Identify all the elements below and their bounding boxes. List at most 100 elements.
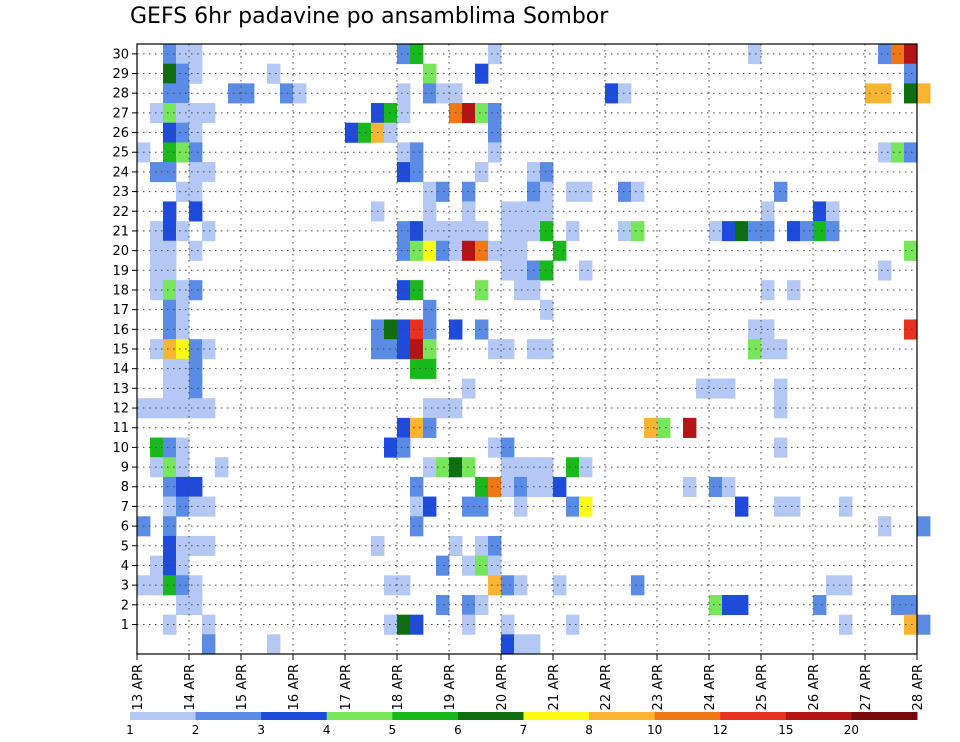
heatmap-cell: [462, 457, 476, 478]
colorbar-label: 15: [778, 723, 793, 737]
heatmap-cell: [475, 496, 489, 517]
heatmap-cell: [163, 162, 177, 183]
heatmap-cell: [813, 594, 827, 616]
heatmap-cell: [878, 260, 892, 281]
heatmap-cell: [488, 240, 502, 261]
heatmap-cell: [475, 535, 489, 557]
heatmap-cell: [176, 319, 190, 340]
heatmap-cell: [540, 299, 554, 320]
heatmap-cell: [631, 181, 645, 202]
heatmap-cell: [579, 260, 593, 281]
heatmap-cell: [709, 476, 723, 497]
heatmap-cell: [774, 437, 788, 458]
heatmap-cell: [423, 496, 437, 517]
heatmap-cell: [202, 496, 216, 517]
heatmap-cell: [488, 122, 502, 143]
heatmap-cell: [163, 496, 177, 517]
heatmap-cell: [397, 83, 411, 104]
heatmap-cell: [748, 44, 762, 65]
heatmap-cell: [189, 398, 203, 419]
heatmap-cell: [540, 260, 554, 281]
x-tick-label: 21 APR: [547, 664, 562, 710]
heatmap-cell: [618, 83, 632, 104]
y-tick-label: 3: [121, 579, 129, 594]
x-tick-label: 22 APR: [599, 664, 614, 710]
colorbar-label: 1: [126, 723, 134, 737]
heatmap-cell: [514, 240, 528, 261]
heatmap-cell: [189, 181, 203, 202]
y-tick-label: 1: [121, 618, 129, 633]
y-tick-label: 23: [112, 185, 129, 200]
heatmap-cell: [540, 201, 554, 222]
heatmap-cell: [410, 280, 424, 301]
x-tick-label: 16 APR: [287, 664, 302, 710]
x-tick-label: 23 APR: [651, 664, 666, 710]
heatmap-cell: [579, 457, 593, 478]
heatmap-cell: [475, 103, 489, 124]
heatmap-cell: [163, 575, 177, 596]
heatmap-cell: [787, 221, 801, 242]
heatmap-cell: [150, 162, 164, 183]
heatmap-cell: [189, 240, 203, 261]
heatmap-cell: [631, 221, 645, 242]
heatmap-cell: [709, 378, 723, 399]
heatmap-cell: [397, 44, 411, 65]
x-tick-label: 17 APR: [339, 664, 354, 710]
heatmap-cell: [917, 614, 931, 635]
heatmap-cell: [423, 398, 437, 419]
heatmap-cell: [176, 280, 190, 301]
heatmap-cell: [423, 457, 437, 478]
heatmap-cell: [514, 476, 528, 497]
heatmap-cell: [241, 83, 255, 104]
heatmap-cell: [774, 339, 788, 360]
heatmap-cell: [176, 142, 190, 163]
heatmap-cell: [397, 280, 411, 301]
heatmap-cell: [735, 496, 749, 517]
y-tick-label: 2: [121, 598, 129, 613]
heatmap-cell: [826, 201, 840, 222]
heatmap-cell: [501, 476, 515, 497]
heatmap-cell: [501, 201, 515, 222]
heatmap-cell: [189, 142, 203, 163]
heatmap-cell: [553, 575, 567, 596]
heatmap-cell: [176, 398, 190, 419]
heatmap-cell: [540, 162, 554, 183]
heatmap-cell: [462, 240, 476, 261]
x-tick-label: 25 APR: [755, 664, 770, 710]
heatmap-cell: [826, 221, 840, 242]
heatmap-cell: [540, 457, 554, 478]
heatmap-cell: [462, 181, 476, 202]
heatmap-cell: [397, 319, 411, 340]
heatmap-cell: [163, 240, 177, 261]
x-tick-label: 24 APR: [703, 664, 718, 710]
colorbar-segment: [457, 712, 524, 720]
y-tick-label: 22: [112, 205, 129, 220]
heatmap-cell: [397, 162, 411, 183]
colorbar-label: 10: [647, 723, 662, 737]
y-tick-label: 30: [112, 47, 129, 62]
heatmap-cell: [501, 240, 515, 261]
heatmap-cell: [397, 614, 411, 635]
heatmap-cell: [709, 221, 723, 242]
heatmap-cell: [423, 221, 437, 242]
heatmap-cell: [150, 555, 164, 576]
heatmap-cell: [423, 358, 437, 379]
heatmap-cell: [410, 319, 424, 340]
heatmap-cell: [644, 417, 658, 438]
heatmap-cell: [436, 83, 450, 104]
y-tick-label: 4: [121, 559, 129, 574]
heatmap-cell: [150, 339, 164, 360]
heatmap-cell: [410, 240, 424, 261]
heatmap-cell: [566, 181, 580, 202]
heatmap-cell: [189, 575, 203, 596]
colorbar-segment: [523, 712, 590, 720]
y-tick-label: 26: [112, 126, 129, 141]
heatmap-cell: [878, 516, 892, 537]
heatmap-cell: [163, 516, 177, 537]
heatmap-cell: [436, 457, 450, 478]
heatmap-cell: [358, 122, 372, 143]
heatmap-cell: [189, 378, 203, 399]
heatmap-cell: [410, 516, 424, 537]
heatmap-cell: [176, 339, 190, 360]
y-tick-label: 20: [112, 244, 129, 259]
